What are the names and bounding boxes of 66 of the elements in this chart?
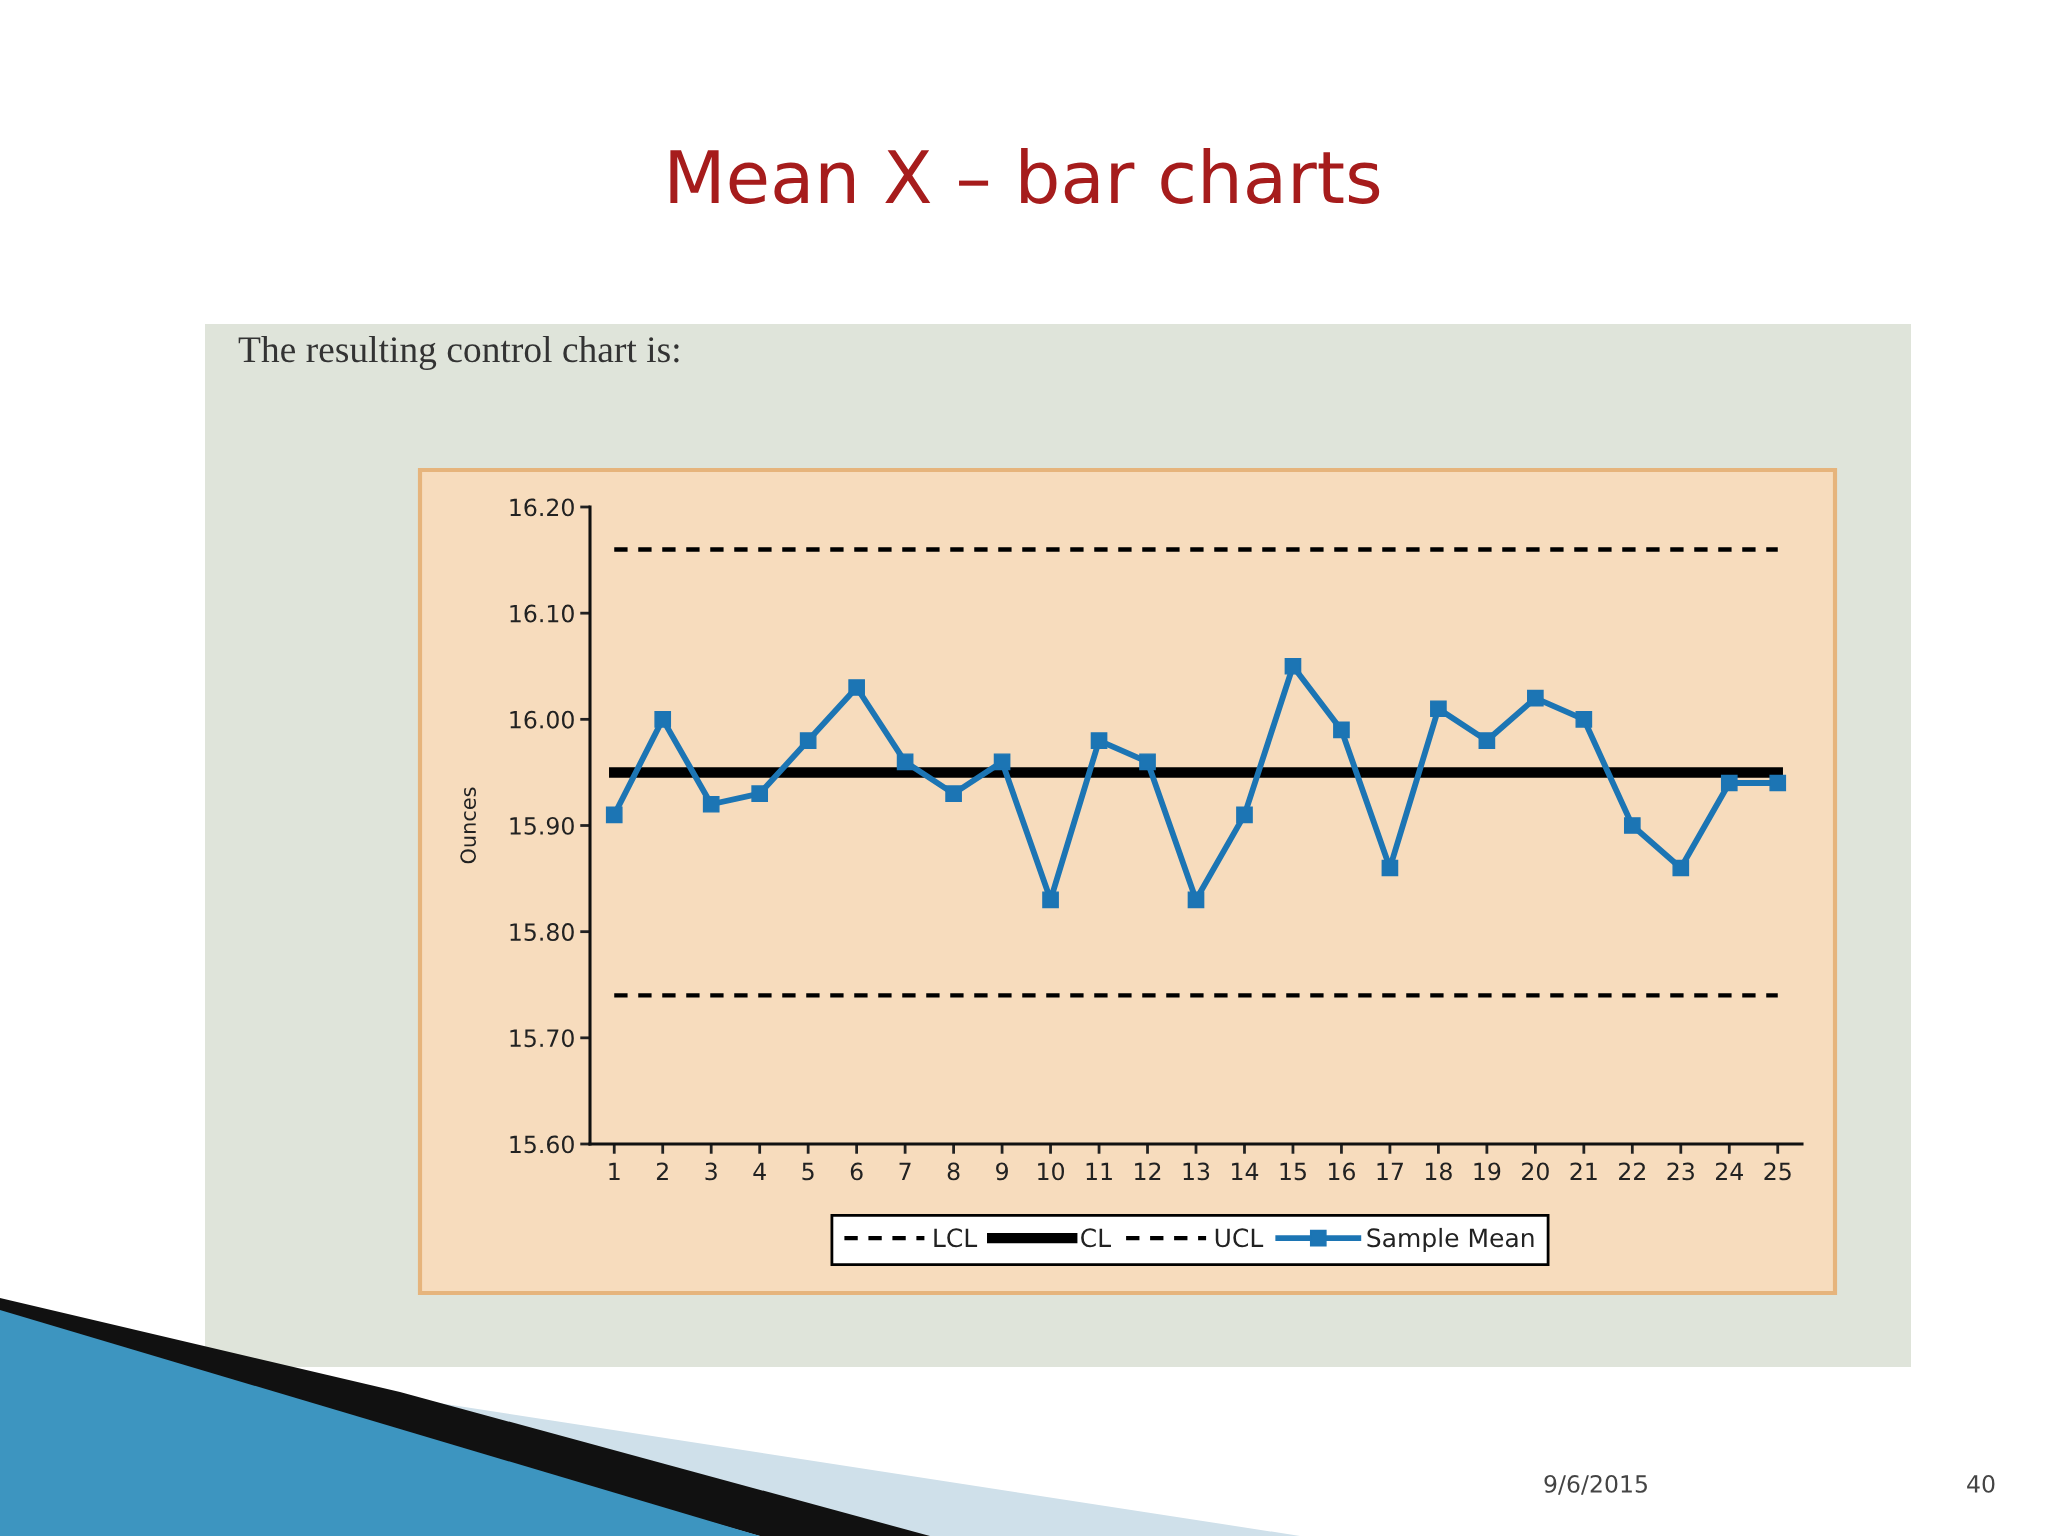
x-tick-label: 7 [899,1162,911,1180]
x-tick-label: 11 [1086,1162,1112,1180]
point [1139,753,1156,771]
text: 40 [1967,1474,1995,1493]
x-tick-label: 25 [1764,1162,1791,1181]
y-tick-label: 15.60 [510,1135,574,1154]
point [605,806,623,824]
point [1333,721,1350,739]
chart-subtitle: The resulting control chart is: [238,335,679,371]
point [1478,732,1496,749]
legend-label: UCL [1215,1228,1264,1248]
x-tick-label: 20 [1522,1162,1549,1181]
legend-label: LCL [934,1228,978,1248]
point [1187,891,1205,909]
y-tick-label: 15.70 [510,1029,574,1048]
point [1672,859,1690,877]
x-tick-label: 6 [850,1162,863,1181]
point [751,785,769,802]
legend-label: Sample Mean [1367,1227,1534,1253]
x-tick-label: 9 [996,1162,1008,1181]
x-tick-label: 10 [1038,1162,1065,1181]
x-tick-label: 15 [1280,1162,1306,1181]
x-tick-label: 14 [1232,1162,1259,1180]
point [945,785,962,802]
point [1236,806,1253,824]
x-tick-label: 22 [1619,1162,1645,1180]
y-axis-title: Ounces [460,787,477,864]
x-tick-label: 8 [947,1162,960,1181]
x-tick-label: 24 [1715,1162,1743,1180]
x-tick-label: 5 [802,1162,814,1181]
point [1381,859,1399,877]
point [896,753,914,771]
x-tick-label: 13 [1183,1162,1210,1181]
point [1090,732,1108,749]
point [702,795,720,813]
point [1042,891,1059,909]
point [1284,657,1302,675]
y-tick-label: 16.20 [510,498,574,517]
point [1623,817,1641,834]
chart-title: Mean X – bar charts [670,148,1380,204]
x-tick-label: 17 [1377,1162,1403,1180]
legend-label: CL [1081,1228,1111,1248]
x-tick-label: 19 [1474,1162,1501,1181]
x-tick-label: 2 [656,1162,668,1180]
point [654,710,672,728]
point [799,732,817,749]
point [1720,774,1738,792]
x-tick-label: 16 [1329,1162,1355,1181]
point [1575,710,1593,728]
x-tick-label: 23 [1667,1162,1694,1181]
x-tick-label: 4 [753,1162,766,1180]
point [993,753,1011,771]
y-tick-label: 16.10 [510,604,574,623]
text: 9/6/2015 [1544,1474,1647,1495]
x-tick-label: 12 [1135,1162,1161,1180]
y-tick-label: 15.90 [510,816,574,835]
x-tick-label: 18 [1425,1162,1452,1181]
x-tick-label: 1 [609,1162,620,1180]
point [1769,774,1787,792]
point [1527,689,1544,707]
y-tick-label: 16.00 [510,710,574,729]
x-tick-label: 3 [705,1162,717,1181]
point [1430,700,1447,718]
point [848,679,865,696]
y-tick-label: 15.80 [510,923,574,941]
x-tick-label: 21 [1570,1162,1597,1180]
